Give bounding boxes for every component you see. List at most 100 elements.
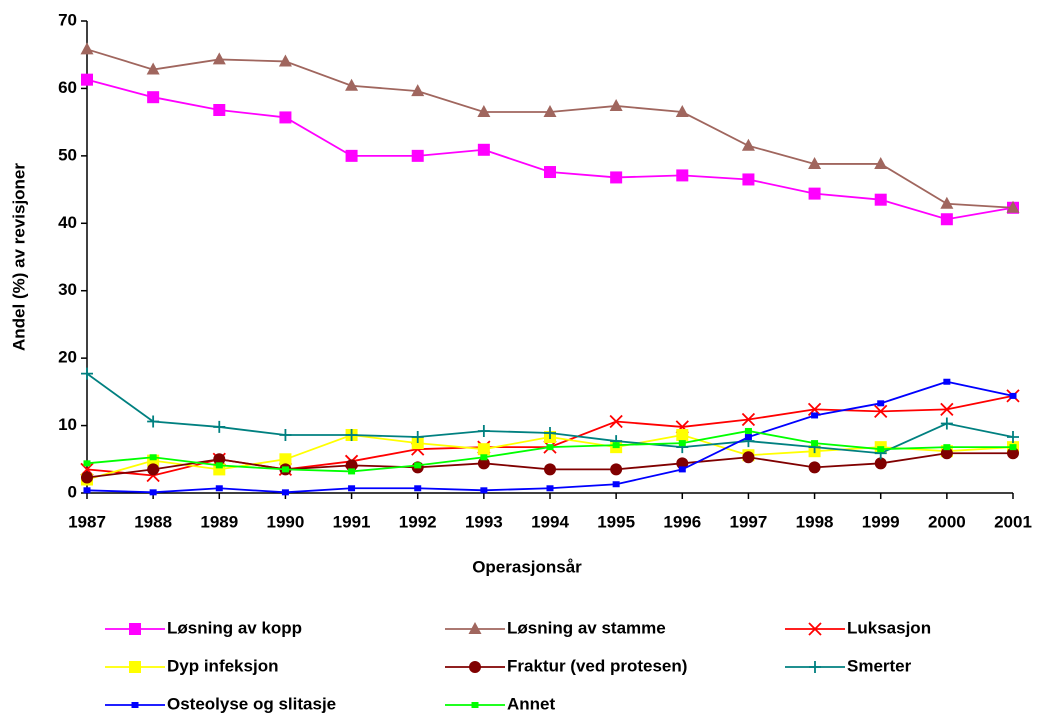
data-point bbox=[943, 378, 951, 385]
legend-marker bbox=[809, 661, 821, 673]
x-tick-label: 1992 bbox=[399, 512, 437, 531]
data-point bbox=[477, 424, 490, 437]
legend-label: Løsning av stamme bbox=[507, 618, 666, 637]
data-point bbox=[544, 463, 556, 476]
data-point bbox=[610, 463, 623, 476]
data-point bbox=[345, 459, 358, 472]
data-point bbox=[612, 481, 620, 488]
data-point bbox=[874, 457, 887, 470]
data-point bbox=[546, 485, 554, 492]
data-point bbox=[215, 462, 223, 469]
data-point bbox=[411, 149, 424, 162]
data-point bbox=[411, 84, 425, 97]
x-tick-label: 1998 bbox=[796, 512, 834, 531]
legend-item: Osteolyse og slitasje bbox=[105, 694, 336, 713]
legend-label: Dyp infeksjon bbox=[167, 656, 278, 675]
data-point bbox=[83, 460, 91, 467]
x-tick-label: 1997 bbox=[730, 512, 768, 531]
data-point bbox=[744, 434, 752, 441]
data-point bbox=[609, 414, 623, 429]
legend-marker bbox=[131, 702, 139, 708]
legend-marker bbox=[469, 661, 481, 673]
legend-item: Luksasjon bbox=[785, 618, 931, 637]
data-point bbox=[81, 471, 93, 484]
data-point bbox=[877, 400, 885, 407]
data-point bbox=[874, 404, 888, 419]
y-tick-label: 70 bbox=[58, 10, 77, 29]
data-point bbox=[808, 187, 821, 200]
x-tick-label: 1988 bbox=[134, 512, 172, 531]
legend-item: Løsning av kopp bbox=[105, 618, 302, 637]
y-tick-label: 10 bbox=[58, 415, 77, 434]
data-point bbox=[543, 105, 557, 118]
data-point bbox=[414, 485, 422, 492]
data-point bbox=[877, 446, 885, 453]
legend-marker bbox=[808, 622, 822, 636]
legend-item: Dyp infeksjon bbox=[105, 656, 278, 675]
y-tick-label: 50 bbox=[58, 145, 77, 164]
x-tick-label: 1987 bbox=[68, 512, 106, 531]
data-point bbox=[81, 367, 93, 380]
x-tick-label: 1990 bbox=[267, 512, 305, 531]
data-point bbox=[940, 417, 953, 430]
y-tick-label: 20 bbox=[58, 348, 77, 367]
y-axis-label: Andel (%) av revisjoner bbox=[9, 163, 28, 351]
data-point bbox=[675, 105, 689, 118]
data-point bbox=[414, 462, 422, 469]
data-point bbox=[943, 444, 951, 451]
data-point bbox=[213, 453, 226, 466]
legend-label: Osteolyse og slitasje bbox=[167, 694, 336, 713]
data-point bbox=[279, 453, 292, 466]
data-point bbox=[279, 429, 292, 442]
data-point bbox=[741, 138, 755, 151]
data-point bbox=[345, 78, 359, 91]
y-tick-label: 40 bbox=[58, 213, 77, 232]
x-tick-label: 2000 bbox=[928, 512, 966, 531]
data-point bbox=[213, 104, 226, 117]
data-point bbox=[744, 427, 752, 434]
legend-label: Luksasjon bbox=[847, 618, 931, 637]
data-point bbox=[612, 442, 620, 449]
data-point bbox=[741, 412, 756, 427]
data-point bbox=[215, 485, 223, 492]
legend-label: Fraktur (ved protesen) bbox=[507, 656, 687, 675]
data-point bbox=[147, 463, 160, 476]
legend-marker bbox=[468, 622, 482, 634]
data-point bbox=[281, 466, 289, 473]
x-tick-label: 1999 bbox=[862, 512, 900, 531]
data-point bbox=[610, 171, 623, 184]
legend-label: Annet bbox=[507, 694, 556, 713]
data-point bbox=[1006, 200, 1020, 213]
data-point bbox=[678, 466, 686, 473]
data-point bbox=[348, 468, 356, 475]
data-point bbox=[742, 173, 755, 186]
legend-item: Løsning av stamme bbox=[445, 618, 666, 637]
data-point bbox=[676, 457, 689, 470]
x-tick-label: 1996 bbox=[663, 512, 701, 531]
data-point bbox=[808, 461, 821, 474]
data-point bbox=[940, 447, 953, 460]
data-point bbox=[83, 487, 91, 494]
legend-item: Fraktur (ved protesen) bbox=[445, 656, 687, 675]
data-point bbox=[546, 444, 554, 451]
y-tick-label: 0 bbox=[68, 482, 77, 501]
y-tick-label: 30 bbox=[58, 280, 77, 299]
series-line bbox=[86, 78, 1014, 221]
data-point bbox=[146, 62, 160, 75]
data-point bbox=[477, 457, 490, 470]
data-point bbox=[874, 193, 887, 206]
data-point bbox=[678, 440, 686, 447]
data-point bbox=[149, 489, 157, 496]
data-point bbox=[411, 437, 424, 450]
data-point bbox=[807, 402, 822, 417]
data-point bbox=[676, 169, 689, 182]
data-point bbox=[1009, 392, 1017, 399]
legend-marker bbox=[129, 623, 141, 635]
data-point bbox=[281, 489, 289, 496]
x-tick-label: 1991 bbox=[333, 512, 371, 531]
data-point bbox=[345, 149, 358, 162]
data-point bbox=[940, 213, 953, 226]
x-tick-label: 2001 bbox=[994, 512, 1032, 531]
legend-label: Løsning av kopp bbox=[167, 618, 302, 637]
